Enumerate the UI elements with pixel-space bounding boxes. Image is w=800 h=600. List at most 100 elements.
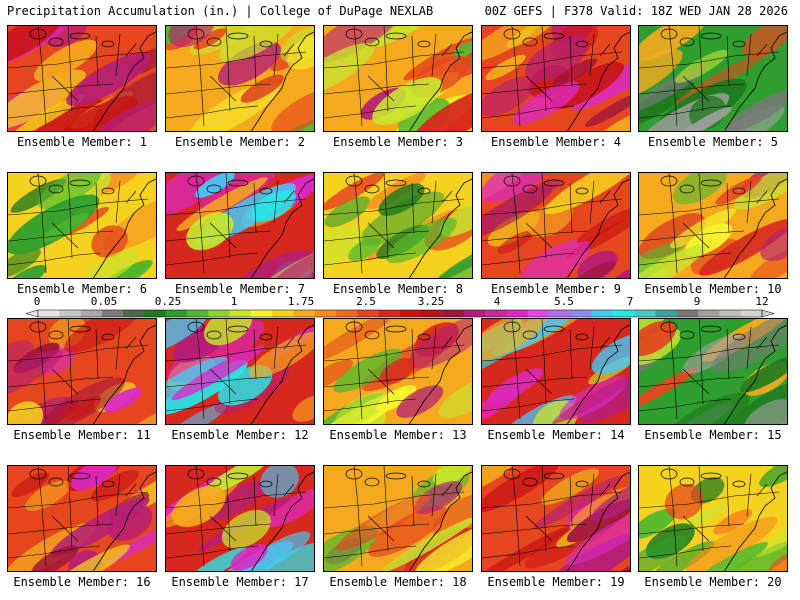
precip-band: [414, 481, 462, 515]
precip-band: [171, 345, 265, 401]
precip-band: [749, 247, 787, 278]
lake-outline: [345, 28, 363, 40]
precip-band: [565, 508, 630, 565]
lake-outline: [385, 325, 407, 333]
colorbar-tick-label: 12: [755, 295, 769, 308]
precip-band: [412, 87, 472, 131]
lake-outline: [69, 32, 91, 40]
state-borders: [324, 26, 465, 127]
member-label: Ensemble Member: 11: [13, 428, 151, 442]
precip-band: [8, 26, 62, 66]
precip-band: [482, 319, 546, 362]
precip-band: [217, 41, 282, 86]
colorbar-tick-label: 0.25: [154, 295, 182, 308]
precip-band: [715, 175, 762, 205]
coastline: [92, 324, 156, 424]
coastline: [566, 31, 630, 131]
lake-outline: [187, 321, 205, 333]
coastline: [723, 324, 787, 424]
precip-band: [525, 35, 589, 82]
precip-band: [533, 475, 624, 529]
precip-band: [25, 480, 71, 511]
precip-map: [7, 172, 157, 279]
lake-outline: [29, 28, 47, 40]
colorbar-swatch: [591, 310, 614, 317]
precip-band: [482, 173, 537, 210]
precip-band: [713, 509, 753, 535]
ensemble-panel: Ensemble Member: 10: [638, 172, 788, 296]
member-label: Ensemble Member: 4: [490, 135, 622, 149]
precip-band: [742, 26, 787, 58]
precip-band: [685, 541, 769, 571]
precip-band: [639, 535, 687, 571]
precip-band: [107, 504, 153, 541]
precip-map: [481, 172, 631, 279]
ensemble-panel: Ensemble Member: 9: [481, 172, 631, 296]
precip-band: [380, 516, 472, 571]
precip-band: [46, 544, 130, 571]
precip-map: [638, 172, 788, 279]
lake-outline: [48, 184, 64, 194]
precip-map: [481, 465, 631, 572]
precip-band: [204, 319, 253, 346]
precip-band: [482, 178, 561, 235]
colorbar-swatch: [463, 310, 486, 317]
ensemble-panel: Ensemble Member: 20: [638, 465, 788, 589]
precip-band: [8, 264, 47, 278]
lake-outline: [364, 330, 380, 340]
precip-band: [166, 173, 228, 217]
page-title: Precipitation Accumulation (in.) | Colle…: [7, 4, 434, 18]
coastline: [250, 471, 314, 571]
coastline: [250, 324, 314, 424]
lake-outline: [503, 321, 521, 333]
colorbar-swatch: [698, 310, 720, 317]
precip-band: [570, 261, 616, 278]
state-borders: [8, 26, 149, 127]
lake-outline: [48, 330, 64, 340]
precip-map: [323, 318, 473, 425]
precip-band: [482, 76, 536, 117]
lake-outline: [417, 333, 431, 341]
ensemble-panel: Ensemble Member: 7: [165, 172, 315, 296]
precip-band: [176, 177, 268, 231]
lake-outline: [543, 325, 565, 333]
lake-outline: [700, 472, 722, 480]
precip-band: [324, 42, 375, 99]
colorbar-swatch: [336, 310, 358, 317]
precip-map: [481, 25, 631, 132]
precip-band: [166, 356, 229, 410]
precip-band: [482, 466, 559, 513]
precip-map: [7, 318, 157, 425]
precip-band: [418, 251, 472, 278]
state-borders: [639, 319, 780, 420]
colorbar-swatch: [314, 310, 337, 317]
precip-band: [8, 194, 100, 255]
ensemble-panel: Ensemble Member: 2: [165, 25, 315, 149]
precip-band: [639, 508, 676, 539]
ensemble-panel: Ensemble Member: 8: [323, 172, 473, 296]
precip-band: [33, 39, 98, 82]
colorbar-tick-label: 0.05: [90, 295, 118, 308]
colorbar-swatch: [123, 310, 145, 317]
precip-band: [116, 399, 156, 424]
lake-outline: [575, 480, 589, 488]
precip-band: [64, 319, 141, 353]
lake-outline: [101, 40, 115, 48]
precip-band: [324, 319, 393, 362]
precip-band: [89, 99, 156, 131]
precip-band: [408, 319, 472, 369]
precip-band: [639, 320, 677, 357]
precip-band: [186, 212, 234, 251]
coastline: [408, 178, 472, 278]
precip-band: [359, 191, 445, 247]
coastline: [408, 471, 472, 571]
ensemble-panel: Ensemble Member: 18: [323, 465, 473, 589]
precip-band: [264, 244, 314, 278]
precip-band: [513, 81, 580, 125]
lake-outline: [417, 187, 431, 195]
colorbar-tick-label: 4: [493, 295, 501, 308]
member-label: Ensemble Member: 8: [332, 282, 464, 296]
lake-outline: [575, 187, 589, 195]
precip-band: [552, 58, 598, 87]
coastline: [566, 471, 630, 571]
